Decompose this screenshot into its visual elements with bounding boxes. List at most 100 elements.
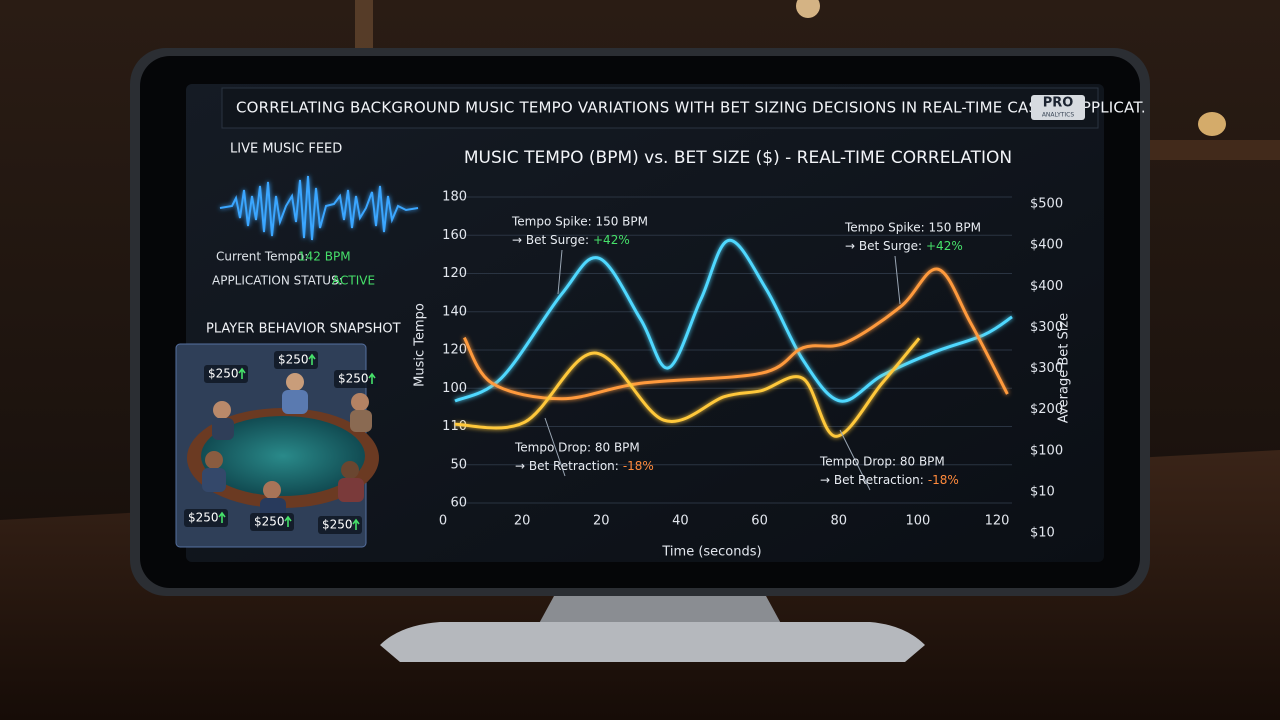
x-tick-label: 100 xyxy=(905,514,930,529)
annotation-sub-label: → Bet Retraction: xyxy=(515,459,619,473)
tempo-value: 142 BPM xyxy=(298,250,351,264)
stand-base xyxy=(380,622,925,662)
shelf xyxy=(1150,140,1280,160)
annotation-leader xyxy=(839,429,871,491)
lamp xyxy=(796,0,820,18)
annotation-sub: → Bet Retraction: -18% xyxy=(820,473,959,487)
y-tick-label: 60 xyxy=(450,496,467,511)
waveform xyxy=(219,175,419,241)
chip-arrow xyxy=(352,518,360,530)
player xyxy=(338,478,364,502)
waveform-line xyxy=(219,175,419,241)
player xyxy=(282,390,308,414)
annotation-leader xyxy=(557,249,563,295)
chip-bg xyxy=(250,513,294,531)
y2-tick-label: $200 xyxy=(1030,402,1063,417)
annotation-text: Tempo Spike: 150 BPM xyxy=(511,215,648,229)
y2-tick-label: $500 xyxy=(1030,197,1063,212)
annotation-text: Tempo Drop: 80 BPM xyxy=(819,455,945,469)
x-tick-label: 120 xyxy=(985,514,1010,529)
y2-tick-label: $10 xyxy=(1030,526,1055,541)
series-line xyxy=(454,238,1013,403)
chip-arrow xyxy=(308,353,316,365)
players xyxy=(202,373,372,522)
chip-label: $250 xyxy=(322,518,353,532)
y-tick-label: 160 xyxy=(442,228,467,243)
chip-labels: $250 $250 $250 $250 $250 $250 xyxy=(184,351,378,534)
pillar xyxy=(355,0,373,60)
y-tick-label: 180 xyxy=(442,190,467,205)
y-tick-label: 110 xyxy=(442,419,467,434)
x-tick-label: 20 xyxy=(514,514,531,529)
y-tick-label: 100 xyxy=(442,381,467,396)
snapshot-title: PLAYER BEHAVIOR SNAPSHOT xyxy=(206,322,401,337)
chip-label: $250 xyxy=(254,515,285,529)
header-bar xyxy=(221,87,1099,129)
y-tick-label: 120 xyxy=(442,343,467,358)
badge xyxy=(1031,95,1085,120)
chip-arrow xyxy=(238,367,246,379)
annotation-sub: → Bet Surge: +42% xyxy=(512,233,630,247)
y-tick-label: 120 xyxy=(442,266,467,281)
annotation-text: Tempo Spike: 150 BPM xyxy=(844,221,981,235)
y2-tick-label: $300 xyxy=(1030,320,1063,335)
x-tick-label: 80 xyxy=(830,514,847,529)
chip-bg xyxy=(318,516,362,534)
annotation-sub: → Bet Surge: +42% xyxy=(845,239,963,253)
chip-bg xyxy=(204,365,248,383)
chip-arrow xyxy=(368,372,376,384)
x-axis-label: Time (seconds) xyxy=(661,545,761,560)
annotation-leader xyxy=(894,255,901,305)
y2-axis-label: Average Bet Size xyxy=(1057,313,1072,423)
player xyxy=(350,410,372,432)
x-tick-label: 60 xyxy=(751,514,768,529)
y2-tick-label: $10 xyxy=(1030,484,1055,499)
badge-text: PRO xyxy=(1043,96,1074,111)
status-label: APPLICATION STATUS: xyxy=(212,274,343,288)
y-tick-label: 140 xyxy=(442,304,467,319)
tempo-label: Current Tempo: xyxy=(216,250,308,264)
annotation-delta: -18% xyxy=(928,473,959,487)
player xyxy=(341,461,359,479)
chip-label: $250 xyxy=(208,367,239,381)
chip-label: $250 xyxy=(188,511,219,525)
player xyxy=(213,401,231,419)
chip-label: $250 xyxy=(278,353,309,367)
feed-title: LIVE MUSIC FEED xyxy=(230,142,342,157)
annotation-delta: +42% xyxy=(926,239,963,253)
x-tick-label: 20 xyxy=(593,514,610,529)
status-value: ACTIVE xyxy=(332,274,375,288)
chip-bg xyxy=(334,370,378,388)
chip-arrow xyxy=(284,515,292,527)
y-tick-label: 50 xyxy=(450,457,467,472)
y-axis-label: Music Tempo xyxy=(413,303,428,387)
header-title: CORRELATING BACKGROUND MUSIC TEMPO VARIA… xyxy=(236,99,1146,117)
annotation-sub: → Bet Retraction: -18% xyxy=(515,459,654,473)
annotation-sub-label: → Bet Surge: xyxy=(845,239,922,253)
chip-bg xyxy=(274,351,318,369)
y2-tick-label: $400 xyxy=(1030,238,1063,253)
series-line xyxy=(454,337,921,438)
lamp xyxy=(1198,112,1226,136)
chart-title: MUSIC TEMPO (BPM) vs. BET SIZE ($) - REA… xyxy=(464,148,1012,168)
x-tick-label: 40 xyxy=(672,514,689,529)
badge-sub: ANALYTICS xyxy=(1042,112,1075,119)
x-tick-label: 0 xyxy=(439,514,447,529)
screen xyxy=(186,84,1104,562)
player xyxy=(351,393,369,411)
annotation-leader xyxy=(544,417,566,477)
chip-label: $250 xyxy=(338,372,369,386)
player xyxy=(202,468,226,492)
plot: 180 160 120 140 120 100 110 50 60 $500 $400 $400 $30… xyxy=(439,190,1063,541)
annotation-delta: +42% xyxy=(593,233,630,247)
chip-bg xyxy=(184,509,228,527)
poker-table-felt xyxy=(201,416,365,496)
annotation-sub-label: → Bet Surge: xyxy=(512,233,589,247)
y2-tick-label: $100 xyxy=(1030,443,1063,458)
annotation-sub-label: → Bet Retraction: xyxy=(820,473,924,487)
player xyxy=(212,418,234,440)
player xyxy=(263,481,281,499)
annotation-delta: -18% xyxy=(623,459,654,473)
